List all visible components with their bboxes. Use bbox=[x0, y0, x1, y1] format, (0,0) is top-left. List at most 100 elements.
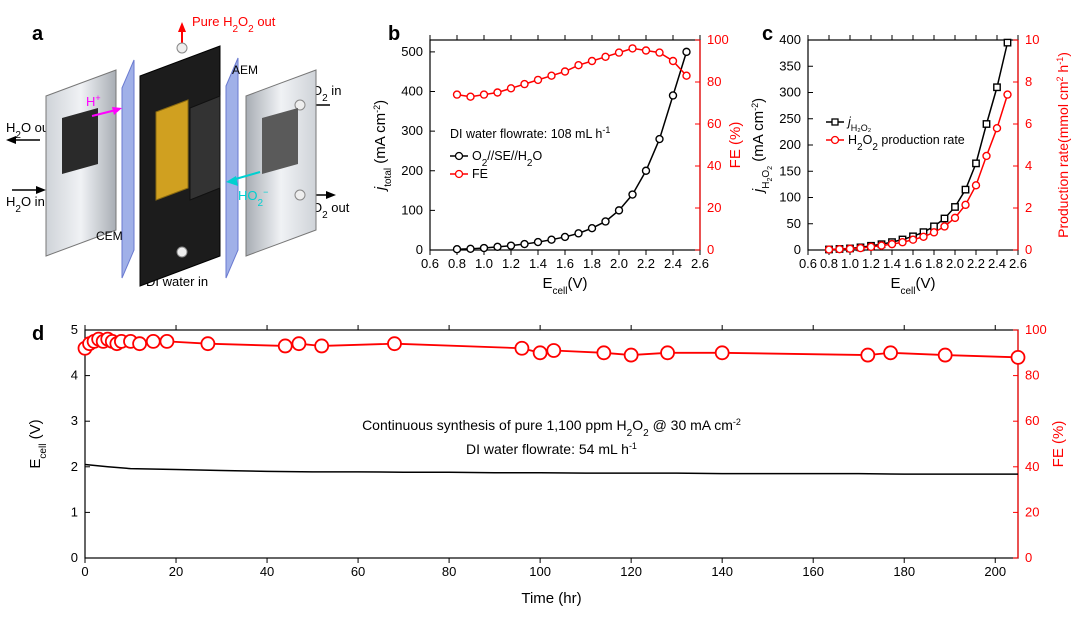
svg-text:200: 200 bbox=[779, 137, 801, 152]
svg-text:4: 4 bbox=[71, 368, 78, 383]
svg-text:0: 0 bbox=[1025, 242, 1032, 257]
svg-text:1.2: 1.2 bbox=[862, 256, 880, 271]
svg-text:Ecell(V): Ecell(V) bbox=[542, 275, 587, 297]
svg-text:0: 0 bbox=[794, 242, 801, 257]
svg-text:2: 2 bbox=[71, 459, 78, 474]
svg-text:8: 8 bbox=[1025, 74, 1032, 89]
panel-c: c0.60.81.01.21.41.61.82.02.22.42.6050100… bbox=[750, 23, 1071, 297]
svg-text:a: a bbox=[32, 23, 44, 45]
svg-text:40: 40 bbox=[1025, 459, 1039, 474]
svg-text:Time (hr): Time (hr) bbox=[521, 590, 581, 607]
svg-text:FE: FE bbox=[472, 167, 488, 181]
svg-text:2.0: 2.0 bbox=[946, 256, 964, 271]
svg-text:2: 2 bbox=[1025, 200, 1032, 215]
svg-text:150: 150 bbox=[779, 163, 801, 178]
svg-text:2.4: 2.4 bbox=[988, 256, 1006, 271]
svg-text:2.4: 2.4 bbox=[664, 256, 682, 271]
svg-text:200: 200 bbox=[984, 564, 1006, 579]
svg-text:400: 400 bbox=[779, 32, 801, 47]
svg-text:Continuous synthesis of pure 1: Continuous synthesis of pure 1,100 ppm H… bbox=[362, 417, 741, 439]
panel-d: d 0 20 40 60 80 100 120 140 160 180 200 0 1 2 3 4 5 0 20 40 6… bbox=[27, 322, 1067, 607]
svg-text:AEM: AEM bbox=[232, 63, 258, 77]
svg-text:20: 20 bbox=[1025, 504, 1039, 519]
panel-b: b0.60.81.01.21.41.61.82.02.22.42.6010020… bbox=[372, 23, 744, 297]
svg-text:H2O2 production rate: H2O2 production rate bbox=[848, 133, 965, 153]
svg-text:H2O in: H2O in bbox=[6, 194, 45, 215]
svg-text:5: 5 bbox=[71, 322, 78, 337]
svg-text:2.2: 2.2 bbox=[967, 256, 985, 271]
svg-text:Ecell(V): Ecell(V) bbox=[890, 275, 935, 297]
svg-text:1.8: 1.8 bbox=[925, 256, 943, 271]
svg-text:6: 6 bbox=[1025, 116, 1032, 131]
svg-text:160: 160 bbox=[802, 564, 824, 579]
svg-text:20: 20 bbox=[707, 200, 721, 215]
svg-text:Ecell (V): Ecell (V) bbox=[27, 419, 49, 468]
svg-text:0: 0 bbox=[71, 550, 78, 565]
svg-text:0.6: 0.6 bbox=[421, 256, 439, 271]
svg-text:100: 100 bbox=[707, 32, 729, 47]
svg-text:4: 4 bbox=[1025, 158, 1032, 173]
svg-text:1: 1 bbox=[71, 504, 78, 519]
svg-text:0: 0 bbox=[1025, 550, 1032, 565]
svg-text:200: 200 bbox=[401, 163, 423, 178]
svg-text:jH2O2 (mA cm-2): jH2O2 (mA cm-2) bbox=[750, 98, 774, 194]
svg-text:100: 100 bbox=[401, 202, 423, 217]
svg-text:100: 100 bbox=[529, 564, 551, 579]
svg-text:jH₂O₂: jH₂O₂ bbox=[846, 115, 872, 133]
svg-text:350: 350 bbox=[779, 58, 801, 73]
svg-text:100: 100 bbox=[779, 190, 801, 205]
svg-text:O2 out: O2 out bbox=[312, 200, 350, 221]
svg-text:400: 400 bbox=[401, 84, 423, 99]
svg-text:40: 40 bbox=[707, 158, 721, 173]
svg-text:0.6: 0.6 bbox=[799, 256, 817, 271]
svg-text:140: 140 bbox=[711, 564, 733, 579]
svg-text:120: 120 bbox=[620, 564, 642, 579]
svg-text:1.4: 1.4 bbox=[883, 256, 901, 271]
svg-text:10: 10 bbox=[1025, 32, 1039, 47]
svg-text:1.8: 1.8 bbox=[583, 256, 601, 271]
svg-text:0: 0 bbox=[707, 242, 714, 257]
svg-text:100: 100 bbox=[1025, 322, 1047, 337]
svg-text:0: 0 bbox=[416, 242, 423, 257]
svg-text:50: 50 bbox=[787, 216, 801, 231]
svg-text:0: 0 bbox=[81, 564, 88, 579]
svg-text:250: 250 bbox=[779, 111, 801, 126]
svg-text:1.6: 1.6 bbox=[556, 256, 574, 271]
svg-text:Production rate(mmol cm2 h-1): Production rate(mmol cm2 h-1) bbox=[1055, 52, 1071, 238]
svg-text:60: 60 bbox=[351, 564, 365, 579]
svg-text:1.2: 1.2 bbox=[502, 256, 520, 271]
svg-text:0.8: 0.8 bbox=[820, 256, 838, 271]
svg-text:DI water flowrate: 54 mL h-1: DI water flowrate: 54 mL h-1 bbox=[466, 441, 637, 457]
svg-text:180: 180 bbox=[893, 564, 915, 579]
svg-text:1.0: 1.0 bbox=[475, 256, 493, 271]
svg-text:3: 3 bbox=[71, 413, 78, 428]
svg-text:60: 60 bbox=[1025, 413, 1039, 428]
svg-text:b: b bbox=[388, 23, 400, 45]
svg-text:80: 80 bbox=[442, 564, 456, 579]
panel-a: aPure H2O2 outH2O outH2O inO2 inO2 outDI… bbox=[6, 14, 350, 289]
svg-text:0.8: 0.8 bbox=[448, 256, 466, 271]
svg-text:20: 20 bbox=[169, 564, 183, 579]
svg-text:CEM: CEM bbox=[96, 229, 123, 243]
svg-text:O2//SE//H2O: O2//SE//H2O bbox=[472, 149, 542, 169]
svg-text:2.0: 2.0 bbox=[610, 256, 628, 271]
svg-text:c: c bbox=[762, 23, 773, 45]
svg-text:FE (%): FE (%) bbox=[1050, 421, 1067, 468]
svg-text:DI water flowrate: 108 mL h-1: DI water flowrate: 108 mL h-1 bbox=[450, 125, 610, 141]
svg-text:FE (%): FE (%) bbox=[727, 122, 744, 169]
svg-text:300: 300 bbox=[401, 123, 423, 138]
svg-text:Pure H2O2 out: Pure H2O2 out bbox=[192, 14, 276, 35]
svg-text:300: 300 bbox=[779, 85, 801, 100]
svg-text:2.6: 2.6 bbox=[1009, 256, 1027, 271]
svg-text:jtotal (mA cm-2): jtotal (mA cm-2) bbox=[372, 100, 394, 192]
svg-text:80: 80 bbox=[1025, 368, 1039, 383]
svg-text:2.2: 2.2 bbox=[637, 256, 655, 271]
svg-text:500: 500 bbox=[401, 44, 423, 59]
svg-text:1.0: 1.0 bbox=[841, 256, 859, 271]
svg-text:60: 60 bbox=[707, 116, 721, 131]
svg-text:2.6: 2.6 bbox=[691, 256, 709, 271]
svg-text:80: 80 bbox=[707, 74, 721, 89]
svg-text:1.6: 1.6 bbox=[904, 256, 922, 271]
svg-text:d: d bbox=[32, 323, 44, 345]
svg-text:40: 40 bbox=[260, 564, 274, 579]
